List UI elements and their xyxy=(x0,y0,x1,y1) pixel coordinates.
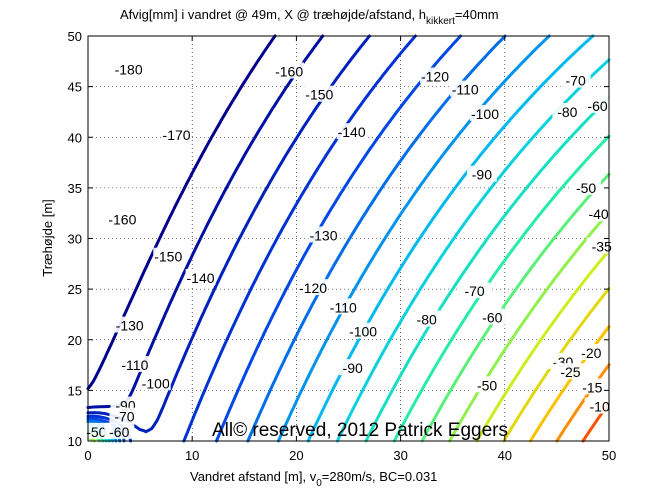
contour-label-4: -140 xyxy=(187,270,215,286)
contour-label-5: -130 xyxy=(116,318,144,334)
contour-label-bg-24 xyxy=(411,310,442,327)
contour-label-bg-26 xyxy=(477,308,508,325)
y-tick-label-0: 10 xyxy=(68,434,82,449)
contour-label-2: -160 xyxy=(108,211,136,227)
copyright-watermark: All© reserved, 2012 Patrick Eggers xyxy=(212,420,508,441)
contour-line-level-2 xyxy=(86,34,371,434)
contour-label-18: -100 xyxy=(349,324,377,340)
contour-label-bg-35 xyxy=(555,363,586,380)
contour-label-bg-2 xyxy=(107,210,138,227)
contour-label-33: -35 xyxy=(592,239,612,255)
contour-label-29: -70 xyxy=(566,73,586,89)
contour-label-bg-25 xyxy=(459,282,490,299)
contour-label-3: -150 xyxy=(154,249,182,265)
contour-label-30: -60 xyxy=(587,98,607,114)
y-tick-label-3: 25 xyxy=(68,282,82,297)
contour-label-bg-7 xyxy=(140,374,171,391)
contour-label-27: -50 xyxy=(477,377,497,393)
contour-label-10: -50 xyxy=(86,424,106,440)
contour-label-7: -100 xyxy=(142,375,170,391)
contour-label-bg-12 xyxy=(274,62,305,79)
contour-line-level-0 xyxy=(86,34,277,391)
contour-label-bg-36 xyxy=(576,343,607,360)
contour-label-bg-27 xyxy=(472,376,503,393)
y-axis-label: Træhøjde [m] xyxy=(40,199,55,277)
y-tick-label-1: 15 xyxy=(68,383,82,398)
contour-label-bg-21 xyxy=(450,80,481,97)
contour-label-28: -80 xyxy=(557,104,577,120)
contour-label-bg-30 xyxy=(582,96,613,113)
y-tick-label-8: 50 xyxy=(68,29,82,44)
x-tick-label-0: 0 xyxy=(84,448,91,463)
chart-title: Afvig[mm] i vandret @ 49m, X @ træhøjde/… xyxy=(120,7,499,27)
contour-label-bg-28 xyxy=(552,102,583,119)
contour-line-level-13 xyxy=(475,248,611,443)
contour-label-12: -160 xyxy=(275,63,303,79)
contour-label-bg-19 xyxy=(337,359,368,376)
contour-label-bg-20 xyxy=(419,67,450,84)
contour-label-bg-17 xyxy=(328,298,359,315)
contour-label-9: -70 xyxy=(114,409,134,425)
contour-label-bg-6 xyxy=(119,356,150,373)
y-tick-label-2: 20 xyxy=(68,333,82,348)
contour-label-35: -25 xyxy=(560,364,580,380)
y-tick-label-4: 30 xyxy=(68,232,82,247)
contour-label-bg-1 xyxy=(161,126,192,143)
y-tick-label-6: 40 xyxy=(68,130,82,145)
contour-label-bg-13 xyxy=(304,85,335,102)
contour-label-38: -10 xyxy=(590,399,610,415)
contour-label-bg-18 xyxy=(348,322,379,339)
x-tick-label-1: 10 xyxy=(185,448,199,463)
contour-label-23: -90 xyxy=(472,167,492,183)
contour-label-36: -20 xyxy=(581,345,601,361)
contour-label-25: -70 xyxy=(464,283,484,299)
contour-label-bg-4 xyxy=(185,268,216,285)
contour-label-bg-5 xyxy=(114,316,145,333)
x-tick-label-3: 30 xyxy=(393,448,407,463)
contour-label-21: -110 xyxy=(452,82,479,98)
contour-label-6: -110 xyxy=(121,357,148,373)
x-tick-label-4: 40 xyxy=(498,448,512,463)
contour-label-20: -120 xyxy=(421,69,449,85)
contour-label-bg-31 xyxy=(571,178,602,195)
y-tick-label-5: 35 xyxy=(68,181,82,196)
contour-label-bg-9 xyxy=(109,407,140,424)
contour-label-22: -100 xyxy=(471,106,499,122)
x-axis-label: Vandret afstand [m], v0=280m/s, BC=0.031 xyxy=(190,469,437,489)
contour-label-bg-10 xyxy=(81,422,112,439)
contour-label-bg-14 xyxy=(336,123,367,140)
y-tick-label-7: 45 xyxy=(68,80,82,95)
contour-label-bg-15 xyxy=(308,226,339,243)
contour-label-19: -90 xyxy=(343,360,363,376)
contour-labels: -180-170-160-150-140-130-110-100-90-70-5… xyxy=(81,60,617,440)
contour-label-0: -180 xyxy=(115,61,143,77)
contour-label-bg-32 xyxy=(583,205,614,222)
x-tick-label-2: 20 xyxy=(289,448,303,463)
contour-label-15: -130 xyxy=(309,227,337,243)
x-tick-label-5: 50 xyxy=(602,448,616,463)
contour-label-1: -170 xyxy=(163,127,191,143)
contour-label-26: -60 xyxy=(482,309,502,325)
contour-label-bg-38 xyxy=(584,397,615,414)
contour-label-bg-0 xyxy=(113,60,144,77)
contour-label-32: -40 xyxy=(588,206,608,222)
contour-label-13: -150 xyxy=(305,87,333,103)
contour-label-24: -80 xyxy=(417,312,437,328)
contour-label-bg-37 xyxy=(577,378,608,395)
contour-label-37: -15 xyxy=(582,379,602,395)
contour-label-31: -50 xyxy=(576,180,596,196)
contour-label-bg-23 xyxy=(466,165,497,182)
contour-label-17: -110 xyxy=(330,299,357,315)
contour-label-14: -140 xyxy=(338,124,366,140)
contour-label-bg-16 xyxy=(298,279,329,296)
contour-label-bg-29 xyxy=(560,71,591,88)
contour-label-bg-11 xyxy=(104,422,135,439)
contour-label-bg-22 xyxy=(470,104,501,121)
contour-label-16: -120 xyxy=(299,280,327,296)
contour-label-bg-3 xyxy=(153,247,184,264)
contour-label-11: -60 xyxy=(109,424,129,440)
